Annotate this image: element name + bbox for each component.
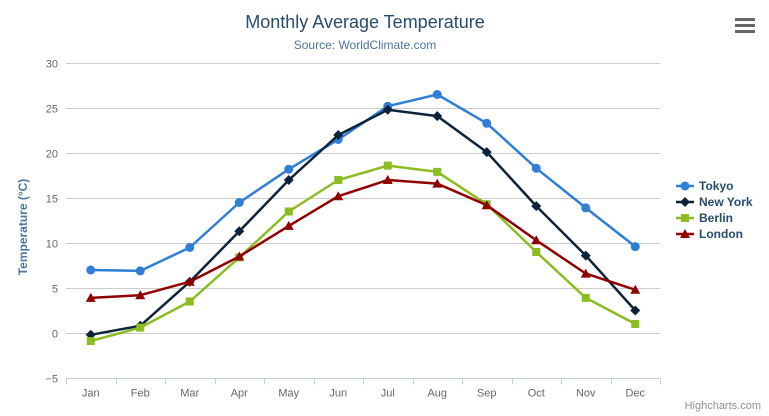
series-new-york-line[interactable] bbox=[89, 108, 637, 337]
data-point-marker[interactable] bbox=[432, 111, 443, 122]
series-new-york bbox=[85, 104, 641, 340]
diamond-marker-icon bbox=[676, 197, 694, 207]
y-tick-label: −5 bbox=[45, 374, 58, 386]
data-point-marker[interactable] bbox=[86, 337, 95, 346]
x-tick-label: Mar bbox=[180, 388, 199, 400]
data-point-marker[interactable] bbox=[481, 147, 492, 158]
x-tick-label: Oct bbox=[528, 388, 545, 400]
legend: Tokyo New York Berlin London bbox=[676, 178, 753, 242]
credits-link[interactable]: Highcharts.com bbox=[684, 400, 761, 412]
legend-label: New York bbox=[699, 195, 753, 209]
x-tick-label: Apr bbox=[231, 388, 248, 400]
data-point-marker[interactable] bbox=[532, 248, 541, 256]
data-point-marker[interactable] bbox=[284, 207, 293, 216]
y-tick-label: 15 bbox=[46, 194, 58, 206]
hamburger-bar bbox=[735, 17, 755, 21]
triangle-marker-icon bbox=[676, 229, 694, 238]
legend-item-new-york[interactable]: New York bbox=[676, 194, 753, 210]
data-point-marker[interactable] bbox=[85, 292, 96, 302]
data-point-marker[interactable] bbox=[630, 284, 641, 294]
data-point-marker[interactable] bbox=[531, 163, 541, 173]
x-tick-label: Feb bbox=[131, 388, 150, 400]
data-point-marker[interactable] bbox=[185, 243, 195, 252]
data-point-marker[interactable] bbox=[581, 203, 591, 213]
y-tick-label: 30 bbox=[46, 59, 58, 71]
data-point-marker[interactable] bbox=[382, 175, 393, 184]
x-tick-label: Aug bbox=[427, 388, 447, 400]
data-point-marker[interactable] bbox=[135, 266, 145, 276]
data-point-marker[interactable] bbox=[283, 175, 294, 185]
data-point-marker[interactable] bbox=[185, 297, 194, 306]
legend-item-berlin[interactable]: Berlin bbox=[676, 210, 753, 226]
data-point-marker[interactable] bbox=[136, 323, 145, 332]
data-point-marker[interactable] bbox=[481, 200, 492, 210]
data-point-marker[interactable] bbox=[531, 201, 542, 212]
y-tick-label: 20 bbox=[46, 149, 58, 161]
chart-title: Monthly Average Temperature bbox=[245, 12, 485, 32]
legend-item-london[interactable]: London bbox=[676, 226, 753, 242]
legend-label: Tokyo bbox=[699, 179, 734, 193]
data-point-marker[interactable] bbox=[283, 220, 294, 230]
data-point-marker[interactable] bbox=[382, 104, 393, 115]
data-point-marker[interactable] bbox=[284, 164, 294, 174]
x-tick-label: May bbox=[278, 388, 299, 400]
data-point-marker[interactable] bbox=[630, 242, 640, 252]
data-point-marker[interactable] bbox=[580, 250, 591, 261]
data-point-marker[interactable] bbox=[333, 191, 344, 201]
series-tokyo bbox=[86, 90, 640, 276]
data-point-marker[interactable] bbox=[482, 118, 492, 128]
series-berlin-line[interactable] bbox=[89, 164, 637, 343]
data-point-marker[interactable] bbox=[234, 226, 245, 237]
x-tick-label: Jun bbox=[329, 388, 347, 400]
legend-label: London bbox=[699, 227, 743, 241]
data-point-marker[interactable] bbox=[581, 293, 590, 302]
chart-subtitle: Source: WorldClimate.com bbox=[293, 38, 437, 52]
y-axis-title: Temperature (°C) bbox=[16, 178, 30, 276]
legend-item-tokyo[interactable]: Tokyo bbox=[676, 178, 753, 194]
hamburger-bar bbox=[735, 23, 755, 27]
data-point-marker[interactable] bbox=[531, 235, 542, 245]
x-tick-label: Dec bbox=[625, 388, 645, 400]
circle-marker-icon bbox=[676, 181, 694, 191]
square-marker-icon bbox=[676, 214, 694, 222]
y-tick-label: 0 bbox=[52, 329, 58, 341]
data-point-marker[interactable] bbox=[333, 130, 344, 140]
series-london-line[interactable] bbox=[89, 178, 637, 300]
data-point-marker[interactable] bbox=[234, 251, 245, 261]
series-tokyo-line[interactable] bbox=[89, 93, 637, 273]
data-point-marker[interactable] bbox=[383, 161, 392, 170]
data-point-marker[interactable] bbox=[631, 320, 640, 328]
x-tick-label: Sep bbox=[477, 388, 497, 400]
data-point-marker[interactable] bbox=[580, 268, 591, 278]
data-point-marker[interactable] bbox=[433, 167, 442, 176]
hamburger-icon[interactable] bbox=[733, 15, 757, 35]
hamburger-bar bbox=[735, 29, 755, 33]
y-tick-label: 10 bbox=[46, 239, 58, 251]
y-tick-label: 5 bbox=[52, 284, 58, 296]
data-point-marker[interactable] bbox=[334, 176, 343, 184]
data-point-marker[interactable] bbox=[184, 276, 195, 286]
data-point-marker[interactable] bbox=[432, 178, 443, 188]
y-tick-label: 25 bbox=[46, 104, 58, 116]
data-point-marker[interactable] bbox=[432, 90, 442, 99]
x-tick-label: Jan bbox=[82, 388, 100, 400]
data-point-marker[interactable] bbox=[135, 290, 146, 300]
data-point-marker[interactable] bbox=[234, 198, 244, 207]
x-tick-label: Nov bbox=[576, 388, 596, 400]
series-london bbox=[85, 175, 641, 302]
data-point-marker[interactable] bbox=[630, 305, 641, 316]
data-point-marker[interactable] bbox=[86, 265, 96, 275]
x-tick-label: Jul bbox=[381, 388, 395, 400]
legend-label: Berlin bbox=[699, 211, 734, 225]
